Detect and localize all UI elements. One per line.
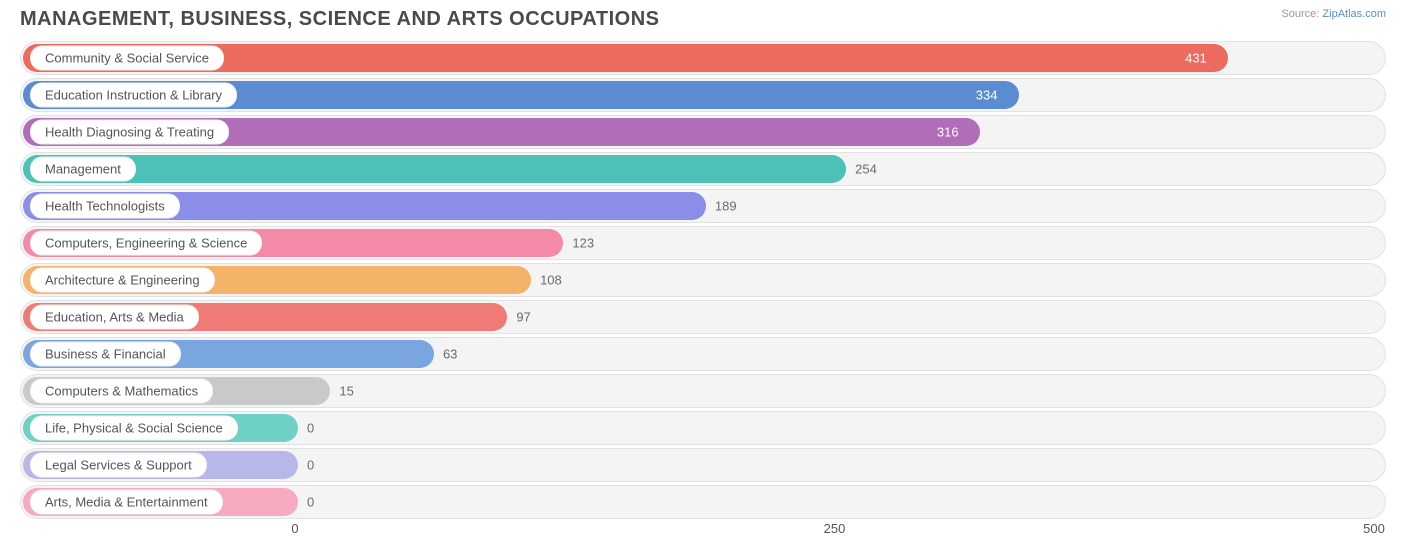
bar-value-label: 334 xyxy=(976,88,998,103)
bar-row: Arts, Media & Entertainment 0 xyxy=(20,485,1386,519)
bar-category-label: Arts, Media & Entertainment xyxy=(30,490,223,515)
bar-category-label: Computers & Mathematics xyxy=(30,379,213,404)
chart-plot-area: Community & Social Service 431 Education I… xyxy=(20,41,1386,541)
source-attribution: Source: ZipAtlas.com xyxy=(1281,8,1386,20)
bar-value-label: 0 xyxy=(307,495,314,510)
bar-value-label: 108 xyxy=(540,273,562,288)
bar-value-label: 63 xyxy=(443,347,457,362)
source-name: ZipAtlas.com xyxy=(1322,8,1386,20)
bar-row: Computers, Engineering & Science 123 xyxy=(20,226,1386,260)
bar-row: Health Technologists 189 xyxy=(20,189,1386,223)
axis-tick-label: 250 xyxy=(824,521,846,536)
bar-category-label: Education, Arts & Media xyxy=(30,305,199,330)
chart-title: MANAGEMENT, BUSINESS, SCIENCE AND ARTS O… xyxy=(20,8,659,31)
bar-value-label: 189 xyxy=(715,199,737,214)
bar-category-label: Health Diagnosing & Treating xyxy=(30,120,229,145)
bar-fill xyxy=(23,155,846,183)
bar-category-label: Computers, Engineering & Science xyxy=(30,231,262,256)
axis-tick-label: 0 xyxy=(291,521,298,536)
bar-value-label: 431 xyxy=(1185,51,1207,66)
bar-value-label: 0 xyxy=(307,421,314,436)
bars-container: Community & Social Service 431 Education I… xyxy=(20,41,1386,519)
bar-category-label: Management xyxy=(30,157,136,182)
bar-row: Health Diagnosing & Treating 316 xyxy=(20,115,1386,149)
bar-row: Business & Financial 63 xyxy=(20,337,1386,371)
bar-row: Life, Physical & Social Science 0 xyxy=(20,411,1386,445)
bar-value-label: 0 xyxy=(307,458,314,473)
bar-category-label: Architecture & Engineering xyxy=(30,268,215,293)
bar-value-label: 15 xyxy=(339,384,353,399)
bar-row: Management 254 xyxy=(20,152,1386,186)
bar-category-label: Health Technologists xyxy=(30,194,180,219)
bar-value-label: 254 xyxy=(855,162,877,177)
axis-tick-label: 500 xyxy=(1363,521,1385,536)
bar-row: Education, Arts & Media 97 xyxy=(20,300,1386,334)
bar-value-label: 316 xyxy=(937,125,959,140)
bar-row: Legal Services & Support 0 xyxy=(20,448,1386,482)
source-label: Source: xyxy=(1281,8,1319,20)
bar-category-label: Education Instruction & Library xyxy=(30,83,237,108)
chart-header: MANAGEMENT, BUSINESS, SCIENCE AND ARTS O… xyxy=(0,0,1406,35)
bar-category-label: Community & Social Service xyxy=(30,46,224,71)
bar-value-label: 123 xyxy=(572,236,594,251)
bar-category-label: Life, Physical & Social Science xyxy=(30,416,238,441)
bar-row: Community & Social Service 431 xyxy=(20,41,1386,75)
bar-category-label: Legal Services & Support xyxy=(30,453,207,478)
bar-category-label: Business & Financial xyxy=(30,342,181,367)
x-axis: 0 250 500 xyxy=(20,521,1386,541)
bar-row: Architecture & Engineering 108 xyxy=(20,263,1386,297)
bar-row: Computers & Mathematics 15 xyxy=(20,374,1386,408)
bar-value-label: 97 xyxy=(516,310,530,325)
bar-row: Education Instruction & Library 334 xyxy=(20,78,1386,112)
